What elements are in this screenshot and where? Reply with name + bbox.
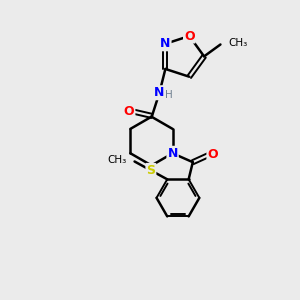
Text: N: N bbox=[154, 86, 165, 99]
Text: CH₃: CH₃ bbox=[229, 38, 248, 48]
Text: O: O bbox=[124, 105, 134, 118]
Text: O: O bbox=[184, 29, 195, 43]
Text: S: S bbox=[146, 164, 155, 177]
Text: CH₃: CH₃ bbox=[107, 155, 126, 165]
Text: O: O bbox=[207, 148, 218, 161]
Text: N: N bbox=[160, 37, 171, 50]
Text: H: H bbox=[165, 90, 173, 100]
Text: N: N bbox=[167, 147, 178, 160]
